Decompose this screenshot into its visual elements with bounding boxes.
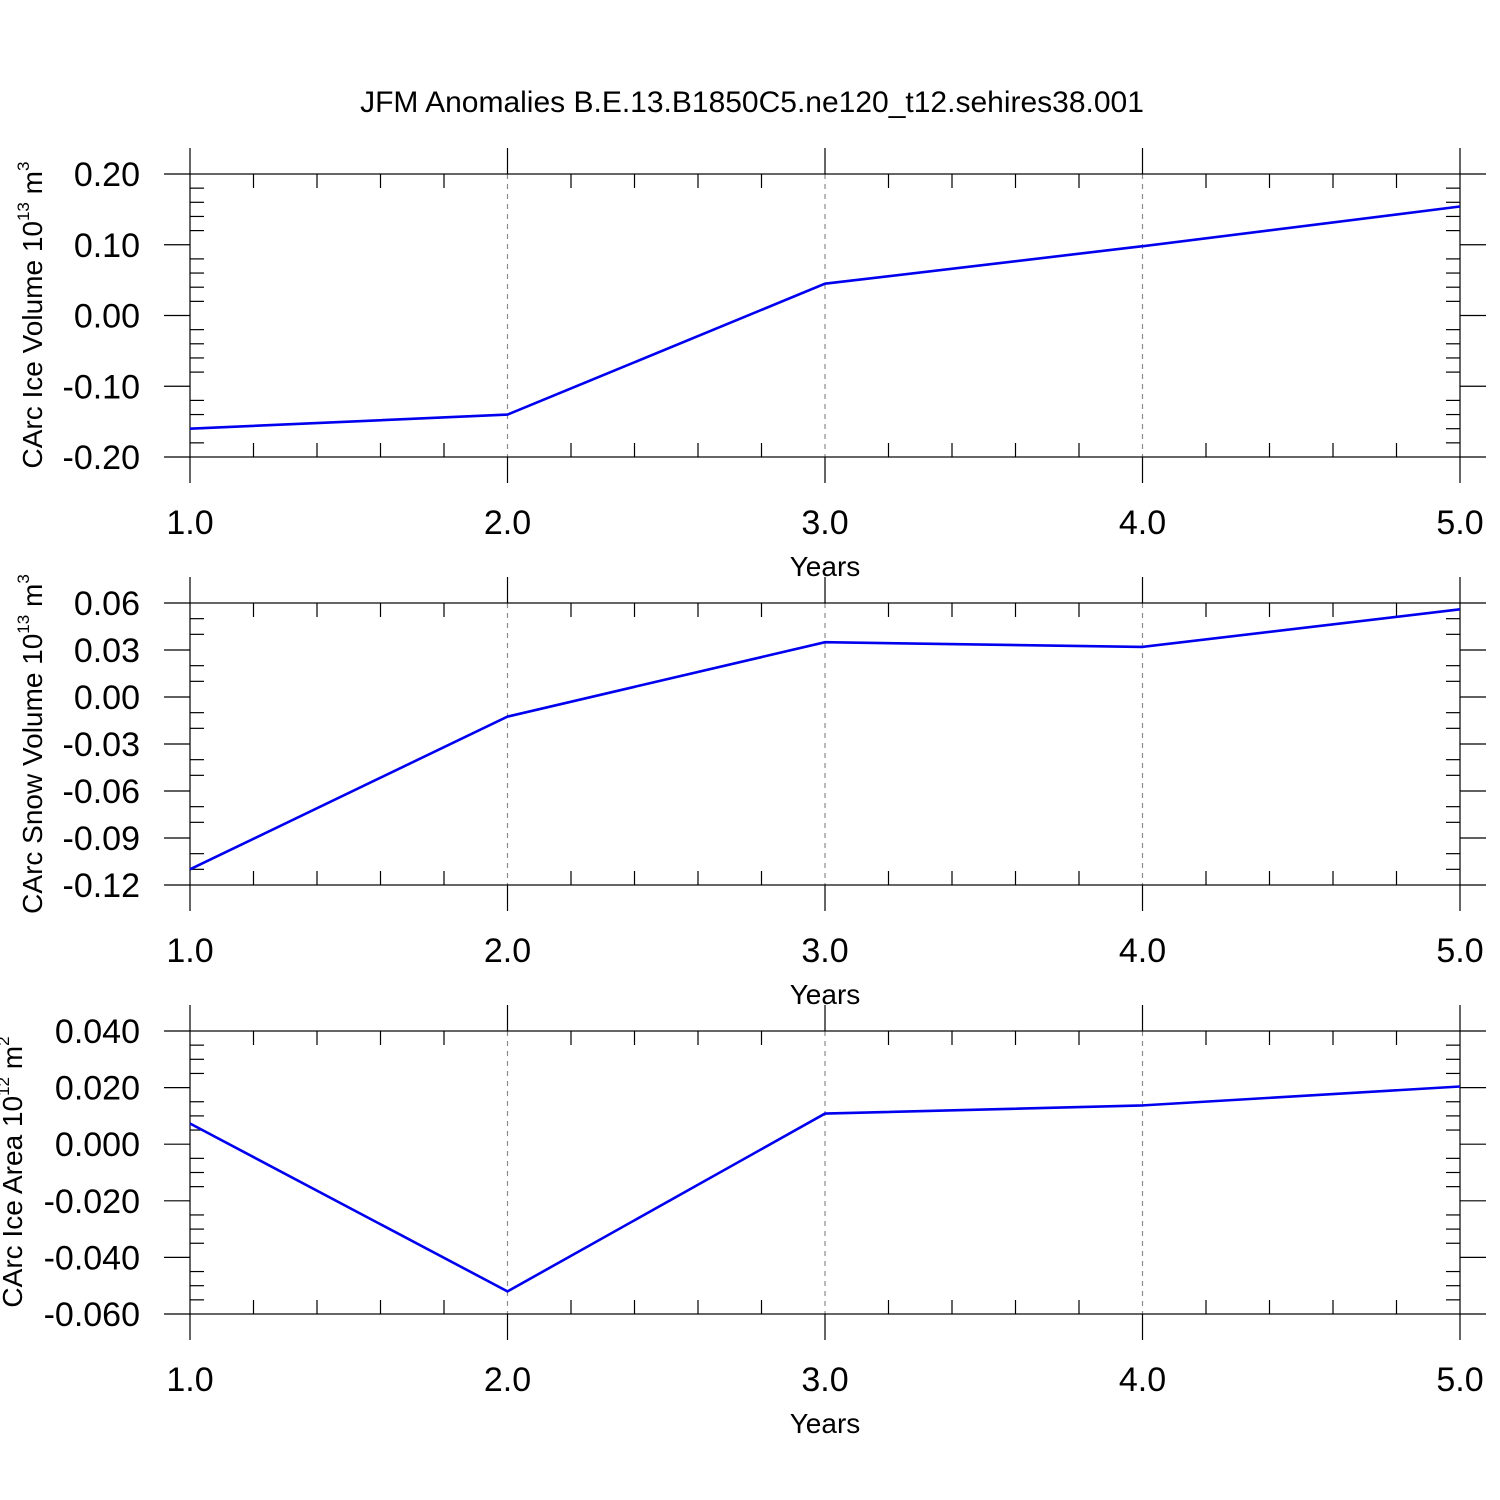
x-axis-label: Years	[790, 979, 861, 1010]
y-tick-label: -0.09	[63, 820, 141, 858]
y-tick-label: 0.10	[74, 227, 140, 265]
y-axis-label: CArc Ice Volume 1013 m3	[14, 162, 48, 469]
y-tick-label: 0.00	[74, 679, 140, 717]
y-tick-label: 0.20	[74, 156, 140, 194]
x-tick-label: 1.0	[166, 504, 213, 542]
y-tick-label: -0.020	[44, 1183, 140, 1221]
x-axis-label: Years	[790, 1408, 861, 1439]
y-tick-label: -0.12	[63, 867, 141, 905]
x-axis-label: Years	[790, 551, 861, 582]
y-tick-label: -0.10	[63, 368, 141, 406]
series-line	[189, 1085, 1461, 1293]
x-tick-label: 4.0	[1119, 932, 1166, 970]
y-tick-label: 0.00	[74, 298, 140, 336]
y-tick-label: -0.040	[44, 1239, 140, 1277]
y-axis-label: CArc Ice Area 1012 m2	[0, 1036, 28, 1307]
x-tick-label: 2.0	[484, 932, 531, 970]
panels: 1.0 2.0 3.0 4.0 5.0 -0.20 -0.10 0.00 0.10 0.20 Yea…	[0, 148, 1486, 1439]
x-tick-label: 2.0	[484, 504, 531, 542]
x-tick-label: 2.0	[484, 1361, 531, 1399]
series-line	[189, 608, 1461, 871]
series-line	[189, 205, 1461, 430]
y-axis-label: CArc Snow Volume 1013 m3	[14, 574, 48, 914]
y-tick-label: 0.03	[74, 632, 140, 670]
y-tick-label: -0.03	[63, 726, 141, 764]
y-tick-label: 0.06	[74, 585, 140, 623]
x-tick-label: 3.0	[801, 1361, 848, 1399]
y-tick-label: -0.06	[63, 773, 141, 811]
x-tick-label: 4.0	[1119, 1361, 1166, 1399]
y-tick-label: 0.020	[55, 1070, 140, 1108]
y-tick-label: 0.000	[55, 1126, 140, 1164]
x-tick-label: 5.0	[1436, 932, 1483, 970]
x-tick-label: 3.0	[801, 932, 848, 970]
x-tick-label: 5.0	[1436, 1361, 1483, 1399]
x-tick-label: 1.0	[166, 1361, 213, 1399]
x-tick-label: 1.0	[166, 932, 213, 970]
figure-title: JFM Anomalies B.E.13.B1850C5.ne120_t12.s…	[360, 86, 1144, 119]
y-tick-label: -0.20	[63, 439, 141, 477]
y-tick-label: -0.060	[44, 1296, 140, 1334]
x-tick-label: 3.0	[801, 504, 848, 542]
panel-2: 1.0 2.0 3.0 4.0 5.0 -0.12 -0.09 -0.06 -0.03 0.00 0…	[14, 574, 1486, 1010]
x-tick-label: 5.0	[1436, 504, 1483, 542]
panel-3: 1.0 2.0 3.0 4.0 5.0 -0.060 -0.040 -0.020 0.000 0.…	[0, 1005, 1486, 1439]
panel-1: 1.0 2.0 3.0 4.0 5.0 -0.20 -0.10 0.00 0.10 0.20 Yea…	[14, 148, 1486, 582]
x-tick-label: 4.0	[1119, 504, 1166, 542]
y-tick-label: 0.040	[55, 1013, 140, 1051]
